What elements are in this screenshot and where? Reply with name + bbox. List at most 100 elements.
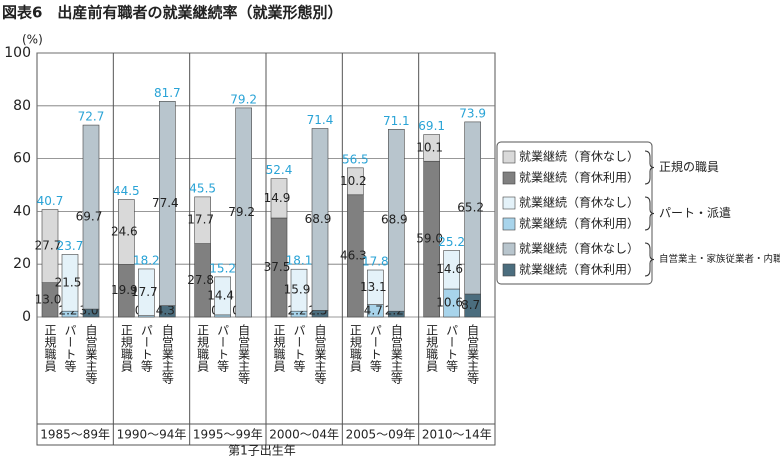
value-label: 15.9 — [284, 283, 311, 297]
total-label: 25.2 — [438, 235, 465, 249]
value-label: 8.7 — [461, 298, 480, 312]
bar-type-label: 自営業主等 — [313, 324, 327, 384]
legend-brace — [644, 150, 655, 185]
value-label: 59.0 — [416, 232, 443, 246]
bar-segment — [118, 199, 135, 265]
legend-label: 就業継続（育休なし） — [519, 241, 639, 256]
legend-swatch — [502, 150, 516, 164]
bar-segment — [311, 128, 329, 311]
value-label: 68.9 — [305, 212, 332, 226]
total-label: 44.5 — [113, 184, 140, 198]
bar-segment — [367, 269, 384, 305]
value-label: 14.6 — [436, 262, 463, 276]
legend-label: 就業継続（育休利用） — [519, 216, 639, 231]
value-label: 17.7 — [131, 285, 158, 299]
bar-type-label: パート等 — [445, 324, 459, 372]
bar-segment — [61, 254, 79, 312]
total-label: 71.4 — [307, 113, 334, 127]
value-label: 17.7 — [187, 213, 214, 227]
total-label: 15.2 — [209, 261, 236, 275]
value-label: 46.3 — [340, 248, 367, 262]
bar-type-label: 自営業主等 — [466, 324, 480, 384]
x-tick-label: 2010～14年 — [422, 428, 492, 442]
value-label: 13.0 — [35, 292, 62, 306]
value-label: 10.2 — [340, 174, 367, 188]
value-label: 21.5 — [55, 275, 82, 289]
legend-swatch — [502, 196, 516, 210]
value-label: 4.7 — [364, 304, 383, 318]
legend-brace — [644, 196, 655, 231]
value-label: 19.9 — [111, 283, 138, 297]
value-label: 37.5 — [264, 260, 291, 274]
x-axis-title: 第1子出生年 — [228, 444, 296, 458]
legend-brace — [644, 242, 655, 277]
y-tick-label: 0 — [22, 309, 31, 325]
bar-type-label: 自営業主等 — [160, 324, 174, 384]
x-tick-label: 2000～04年 — [269, 428, 339, 442]
value-label: 65.2 — [457, 200, 484, 214]
bar-type-label: 正規職員 — [425, 324, 439, 372]
x-tick-label: 1995～99年 — [193, 428, 263, 442]
legend-swatch — [502, 171, 516, 185]
value-label: 4.3 — [156, 304, 175, 318]
bar-type-label: パート等 — [368, 324, 382, 372]
bar-type-label: 自営業主等 — [237, 324, 251, 384]
bar-type-label: 正規職員 — [43, 324, 57, 372]
total-label: 73.9 — [459, 106, 486, 120]
legend-group-label: 正規の職員 — [659, 159, 719, 174]
y-unit: (%) — [22, 33, 43, 47]
total-label: 71.1 — [383, 114, 410, 128]
legend-swatch — [502, 263, 516, 277]
legend-label: 就業継続（育休なし） — [519, 195, 639, 210]
value-label: 79.2 — [228, 205, 255, 219]
bar-segment — [270, 178, 288, 219]
total-label: 72.7 — [78, 110, 105, 124]
legend-group-label: パート・派遣 — [659, 205, 731, 220]
bar-segment — [82, 124, 100, 310]
legend-label: 就業継続（育休利用） — [519, 170, 639, 185]
value-label: 77.4 — [152, 196, 179, 210]
value-label: 68.9 — [381, 213, 408, 227]
total-label: 17.8 — [362, 255, 389, 269]
value-label: 14.9 — [264, 191, 291, 205]
bar-type-label: パート等 — [292, 324, 306, 372]
x-tick-label: 1985～89年 — [40, 428, 110, 442]
bar-segment — [443, 250, 460, 290]
bar-type-label: 自営業主等 — [389, 324, 403, 384]
y-tick-label: 80 — [13, 98, 31, 114]
bar-type-label: パート等 — [63, 324, 77, 372]
total-label: 56.5 — [342, 152, 369, 166]
bar-segment — [290, 268, 308, 312]
bar-type-label: 正規職員 — [272, 324, 286, 372]
total-label: 79.2 — [230, 92, 257, 106]
y-tick-label: 100 — [4, 45, 31, 61]
value-label: 69.7 — [76, 210, 103, 224]
bar-type-label: パート等 — [216, 324, 230, 372]
bar-segment — [423, 134, 440, 162]
total-label: 69.1 — [418, 119, 445, 133]
total-label: 45.5 — [189, 181, 216, 195]
bar-type-label: 自営業主等 — [84, 324, 98, 384]
legend-label: 就業継続（育休利用） — [519, 262, 639, 277]
bar-segment — [388, 128, 405, 312]
bar-type-label: 正規職員 — [119, 324, 133, 372]
value-label: 24.6 — [111, 224, 138, 238]
y-tick-label: 40 — [13, 203, 31, 219]
total-label: 18.2 — [133, 253, 160, 267]
x-tick-label: 2005～09年 — [346, 428, 416, 442]
value-label: 27.8 — [187, 273, 214, 287]
bar-segment — [138, 268, 155, 316]
bar-type-label: パート等 — [139, 324, 153, 372]
legend-swatch — [502, 217, 516, 231]
total-label: 18.1 — [286, 254, 313, 268]
bar-type-label: 正規職員 — [348, 324, 362, 372]
bar-segment — [194, 196, 211, 244]
legend-group-label: 自営業主・家族従業者・内職 — [659, 253, 780, 265]
x-tick-label: 1990～94年 — [117, 428, 187, 442]
total-label: 23.7 — [57, 239, 84, 253]
total-label: 52.4 — [266, 163, 293, 177]
value-label: 14.4 — [207, 288, 234, 302]
legend-swatch — [502, 242, 516, 256]
